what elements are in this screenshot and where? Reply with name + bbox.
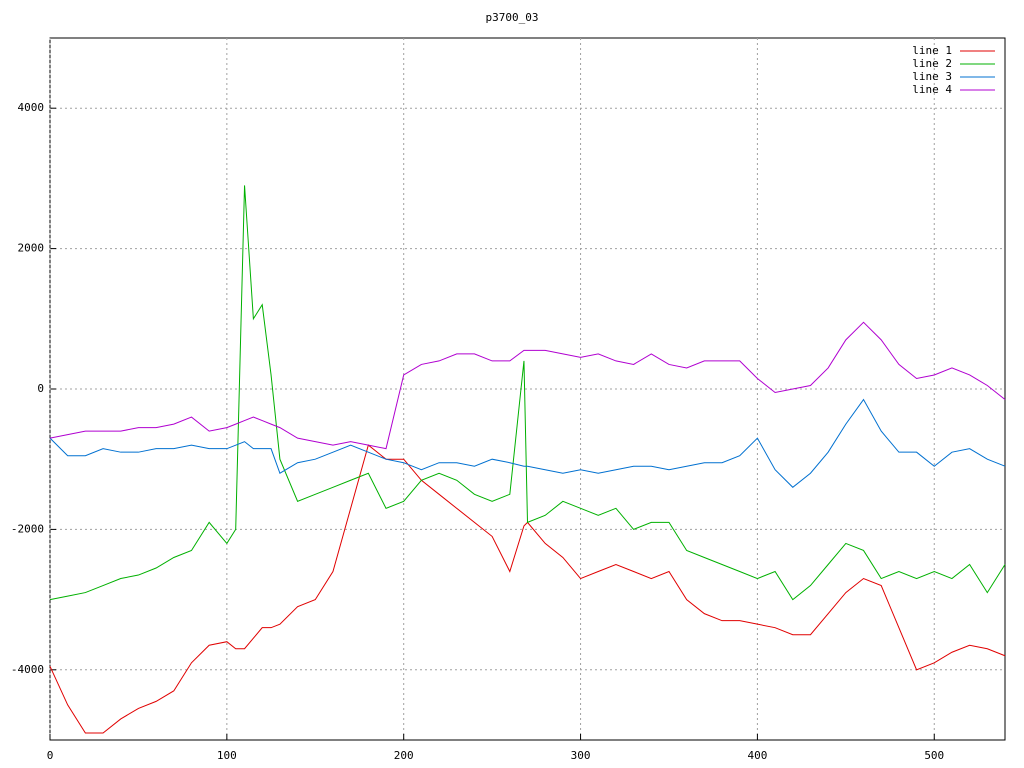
legend-label: line 2 [912,57,952,70]
chart-title: p3700_03 [486,11,539,24]
y-tick-label: 0 [37,382,44,395]
x-tick-label: 300 [571,749,591,762]
y-tick-label: -2000 [11,522,44,535]
series-line [49,185,1006,601]
x-tick-label: 100 [217,749,237,762]
legend-label: line 1 [912,44,952,57]
x-tick-label: 500 [924,749,944,762]
series-line [49,444,1006,734]
x-tick-label: 0 [47,749,54,762]
series-line [49,321,1006,450]
y-tick-label: 4000 [18,101,45,114]
y-tick-label: 2000 [18,242,45,255]
y-tick-label: -4000 [11,663,44,676]
x-tick-label: 400 [747,749,767,762]
legend-label: line 3 [912,70,952,83]
series-line [49,398,1006,488]
legend-label: line 4 [912,83,952,96]
x-tick-label: 200 [394,749,414,762]
